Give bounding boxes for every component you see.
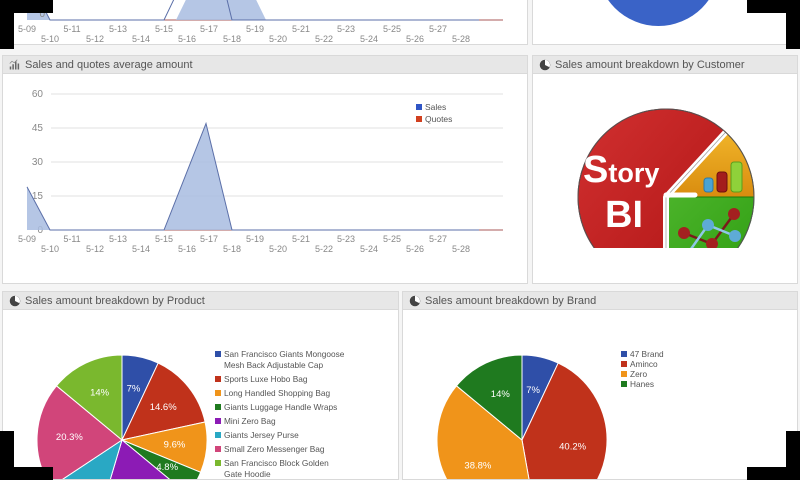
svg-text:5-25: 5-25 (383, 234, 401, 244)
svg-text:5-15: 5-15 (155, 234, 173, 244)
svg-text:Zero: Zero (630, 369, 647, 379)
svg-text:5-09: 5-09 (18, 234, 36, 244)
svg-text:5-19: 5-19 (246, 24, 264, 34)
svg-text:5-19: 5-19 (246, 234, 264, 244)
svg-text:40.2%: 40.2% (559, 442, 586, 453)
svg-text:5-12: 5-12 (86, 34, 104, 44)
svg-text:Giants Jersey Purse: Giants Jersey Purse (224, 430, 299, 440)
svg-text:45: 45 (32, 123, 44, 134)
svg-text:5-26: 5-26 (406, 244, 424, 254)
svg-text:San Francisco Giants Mongoose: San Francisco Giants Mongoose (224, 349, 345, 359)
svg-text:Quotes: Quotes (425, 114, 452, 124)
svg-text:5-26: 5-26 (406, 34, 424, 44)
svg-text:5-27: 5-27 (429, 234, 447, 244)
svg-text:5-18: 5-18 (223, 34, 241, 44)
svg-text:5-20: 5-20 (269, 244, 287, 254)
svg-text:Long Handled Shopping Bag: Long Handled Shopping Bag (224, 388, 330, 398)
svg-text:4.8%: 4.8% (156, 462, 178, 473)
svg-text:9.6%: 9.6% (164, 440, 186, 451)
svg-text:5-12: 5-12 (86, 244, 104, 254)
svg-text:Hanes: Hanes (630, 379, 654, 389)
svg-text:5-28: 5-28 (452, 34, 470, 44)
svg-text:14%: 14% (491, 389, 511, 400)
svg-text:Aminco: Aminco (630, 359, 658, 369)
svg-text:5-23: 5-23 (337, 24, 355, 34)
svg-text:5-22: 5-22 (315, 244, 333, 254)
svg-text:BI: BI (605, 194, 643, 236)
svg-text:5-25: 5-25 (383, 24, 401, 34)
svg-text:Sales: Sales (425, 102, 446, 112)
svg-text:5-10: 5-10 (41, 34, 59, 44)
svg-text:5-16: 5-16 (178, 34, 196, 44)
svg-text:5-18: 5-18 (223, 244, 241, 254)
svg-text:5-11: 5-11 (63, 234, 80, 244)
svg-text:5-13: 5-13 (109, 234, 127, 244)
svg-text:60: 60 (32, 89, 44, 100)
svg-text:7%: 7% (127, 384, 141, 395)
svg-text:Giants Luggage Handle Wraps: Giants Luggage Handle Wraps (224, 402, 337, 412)
svg-text:5-14: 5-14 (132, 244, 150, 254)
svg-text:5-20: 5-20 (269, 34, 287, 44)
svg-text:5-27: 5-27 (429, 24, 447, 34)
svg-text:5-09: 5-09 (18, 24, 36, 34)
svg-text:5-24: 5-24 (360, 34, 378, 44)
svg-text:30: 30 (32, 157, 44, 168)
svg-text:5-22: 5-22 (315, 34, 333, 44)
svg-text:5-28: 5-28 (452, 244, 470, 254)
svg-text:San Francisco Block Golden: San Francisco Block Golden (224, 458, 329, 468)
svg-text:14.6%: 14.6% (150, 402, 177, 413)
svg-text:5-23: 5-23 (337, 234, 355, 244)
svg-text:5-11: 5-11 (63, 24, 80, 34)
svg-text:14%: 14% (90, 387, 110, 398)
svg-text:5-17: 5-17 (200, 234, 218, 244)
svg-text:5-13: 5-13 (109, 24, 127, 34)
svg-text:5-17: 5-17 (200, 24, 218, 34)
svg-text:38.8%: 38.8% (464, 461, 491, 472)
svg-text:5-15: 5-15 (155, 24, 173, 34)
svg-text:5-21: 5-21 (292, 234, 310, 244)
svg-text:20.3%: 20.3% (56, 432, 83, 443)
svg-text:Mini Zero Bag: Mini Zero Bag (224, 416, 276, 426)
svg-text:7%: 7% (526, 385, 540, 396)
svg-text:5-21: 5-21 (292, 24, 310, 34)
svg-text:Small Zero Messenger Bag: Small Zero Messenger Bag (224, 444, 325, 454)
svg-text:Mesh Back Adjustable Cap: Mesh Back Adjustable Cap (224, 360, 324, 370)
svg-text:Gate Hoodie: Gate Hoodie (224, 469, 271, 479)
svg-text:5-24: 5-24 (360, 244, 378, 254)
svg-text:5-14: 5-14 (132, 34, 150, 44)
svg-text:47 Brand: 47 Brand (630, 349, 664, 359)
svg-text:Sports Luxe Hobo Bag: Sports Luxe Hobo Bag (224, 374, 308, 384)
svg-text:5-10: 5-10 (41, 244, 59, 254)
svg-text:5-16: 5-16 (178, 244, 196, 254)
